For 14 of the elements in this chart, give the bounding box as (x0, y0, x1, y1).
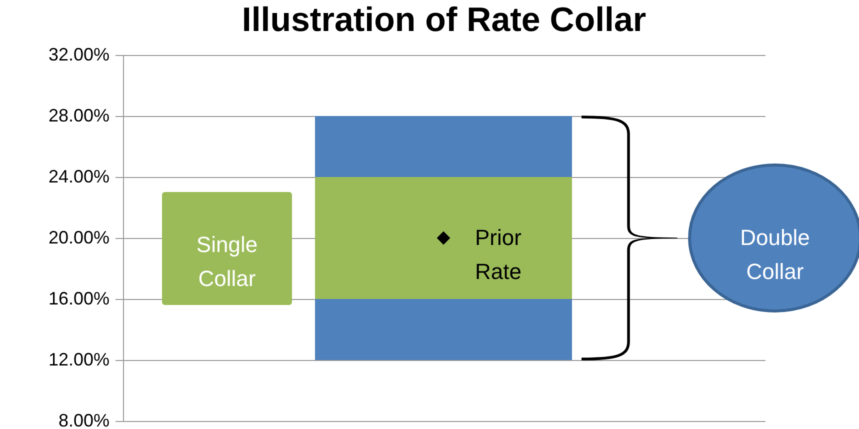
y-tick-label: 24.00% (48, 166, 110, 186)
annotation: Single Collar (196, 232, 258, 291)
chart-title: Illustration of Rate Collar (242, 1, 646, 39)
y-tick-label: 8.00% (58, 410, 110, 429)
bar (315, 116, 572, 177)
y-tick-label: 16.00% (48, 288, 110, 308)
annotation: Prior Rate (475, 225, 522, 284)
annotation: Double Collar (740, 225, 810, 284)
bar (315, 177, 572, 299)
y-tick-label: 12.00% (48, 350, 110, 370)
y-tick-label: 32.00% (48, 44, 110, 64)
y-tick-label: 20.00% (48, 228, 110, 248)
y-tick-label: 28.00% (48, 106, 110, 126)
bar (315, 299, 572, 360)
